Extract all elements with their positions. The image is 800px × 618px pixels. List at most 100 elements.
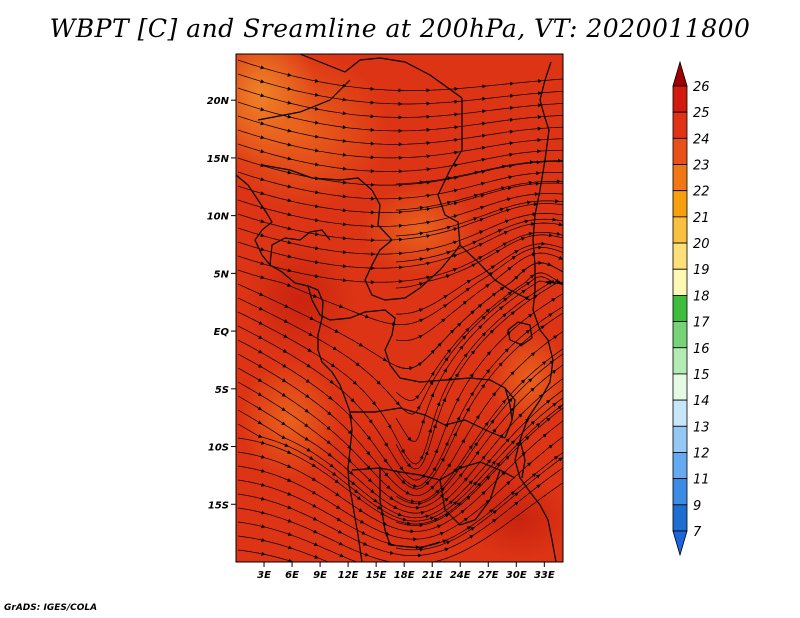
streamline-arrow <box>528 180 533 185</box>
streamline-arrow <box>501 399 506 404</box>
streamline-arrow <box>313 542 319 546</box>
streamline-arrow <box>342 278 347 283</box>
streamline-arrow <box>492 428 497 433</box>
streamline-arrow <box>492 510 497 514</box>
streamline-arrow <box>410 529 415 534</box>
wbpt-field-cool-southwest <box>240 360 340 480</box>
streamline-arrow <box>287 86 292 91</box>
streamline-arrow <box>426 207 431 211</box>
streamline-arrow <box>287 114 292 119</box>
streamline-arrow <box>548 233 553 238</box>
streamline-arrow <box>413 484 418 488</box>
streamline-arrow <box>435 489 440 494</box>
streamline-arrow <box>537 126 542 131</box>
streamline-arrow <box>552 402 557 407</box>
streamline-arrow <box>361 530 366 535</box>
streamline-arrow <box>452 268 458 272</box>
wbpt-field-warm-west <box>245 240 355 360</box>
streamline-arrow <box>312 503 317 508</box>
streamline-arrow <box>481 332 486 337</box>
streamline-arrow <box>429 516 435 521</box>
streamline-arrow <box>433 423 437 429</box>
streamline-arrow <box>430 392 434 398</box>
streamline-arrow <box>389 496 394 500</box>
streamline-arrow <box>466 407 470 412</box>
streamline-arrow <box>315 274 320 279</box>
streamline-arrow <box>481 145 487 150</box>
lon-tick-label: 9E <box>313 570 327 581</box>
streamline-arrow <box>453 501 458 506</box>
streamline-arrow <box>398 196 403 201</box>
streamline-arrow <box>548 444 553 449</box>
streamline-arrow <box>281 435 287 439</box>
streamline-arrow <box>541 361 547 366</box>
streamline-arrow <box>553 335 558 340</box>
streamline-arrow <box>485 308 490 313</box>
lon-tick-label: 33E <box>534 570 555 581</box>
streamline-arrow <box>521 289 526 294</box>
streamline-arrow <box>304 408 309 413</box>
streamline <box>237 389 563 519</box>
streamline-arrow <box>258 434 263 439</box>
streamline-arrow <box>430 485 435 490</box>
streamline <box>237 247 563 325</box>
map-frame <box>235 53 564 563</box>
streamline-arrow <box>413 537 418 542</box>
lon-tick-label: 21E <box>422 570 443 581</box>
streamline-arrow <box>284 443 289 447</box>
streamline-arrow <box>537 91 543 96</box>
streamline-arrow <box>370 196 375 201</box>
streamline-arrow <box>507 291 513 296</box>
streamline-arrow <box>489 329 494 334</box>
colorbar-cell <box>672 347 688 375</box>
streamline-arrow <box>535 181 540 186</box>
streamline-arrow <box>459 345 464 350</box>
streamline-arrow <box>432 466 437 472</box>
border-west-coast-states <box>269 229 331 266</box>
streamline-arrow <box>558 222 563 227</box>
streamline-arrow <box>504 219 510 224</box>
streamline-arrow <box>282 348 288 353</box>
streamline-arrow <box>533 202 538 207</box>
streamline-arrow <box>261 468 266 473</box>
streamline-arrow <box>335 492 340 497</box>
streamline-arrow <box>547 262 552 266</box>
streamline-arrow <box>257 406 263 411</box>
streamline-arrow <box>485 499 490 504</box>
streamline-arrow <box>460 509 465 514</box>
streamline-arrow <box>426 220 431 225</box>
streamline-arrow <box>530 222 535 227</box>
streamline-arrow <box>537 79 543 83</box>
streamline-arrow <box>342 166 347 171</box>
streamline-arrow <box>453 227 458 232</box>
streamline-arrow <box>458 473 463 478</box>
streamline-arrow <box>453 214 458 219</box>
streamline-arrow <box>529 160 534 165</box>
colorbar-label: 18 <box>693 289 710 304</box>
streamline-arrow <box>503 297 508 302</box>
streamline-arrow <box>287 156 292 161</box>
streamline-arrow <box>261 538 266 542</box>
streamline-arrow <box>502 313 507 318</box>
streamline-arrow <box>358 342 364 347</box>
streamline-arrow <box>287 128 292 133</box>
colorbar-cell <box>672 216 688 244</box>
streamline-arrow <box>486 368 491 374</box>
streamline-arrow <box>281 407 286 411</box>
streamline-arrow <box>530 387 535 392</box>
streamline-arrow <box>258 306 264 311</box>
streamline-arrow <box>510 440 515 445</box>
streamline-arrow <box>434 448 438 454</box>
lake-tanganyika <box>504 387 513 421</box>
streamline-arrow <box>478 324 483 330</box>
streamline-arrow <box>510 93 515 98</box>
streamline-arrow <box>444 547 449 552</box>
streamline-arrow <box>475 414 480 420</box>
streamline-arrow <box>365 314 370 319</box>
streamline-arrow <box>330 363 336 368</box>
streamline-arrow <box>311 477 317 481</box>
streamlines <box>237 59 563 562</box>
streamline-arrow <box>419 205 424 210</box>
streamline-arrow <box>426 114 431 119</box>
lon-tick-label: 18E <box>394 570 415 581</box>
